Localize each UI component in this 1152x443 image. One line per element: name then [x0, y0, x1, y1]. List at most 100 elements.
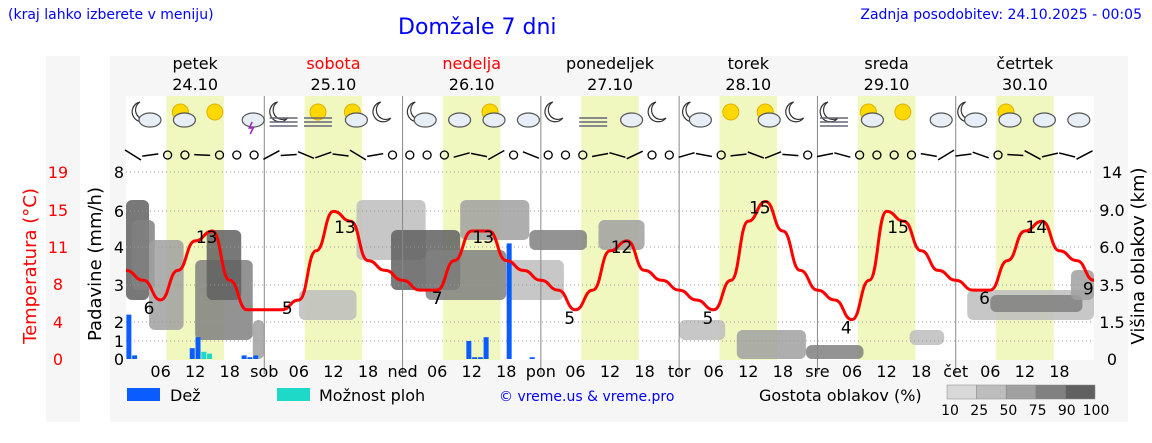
- wind-barb: [782, 153, 799, 157]
- last-updated: Zadnja posodobitev: 24.10.2025 - 00:05: [860, 7, 1142, 23]
- x-tick-label: 12: [738, 362, 758, 381]
- density-swatch: [1035, 384, 1066, 400]
- wind-calm-marker: [508, 150, 519, 160]
- wind-barb: [263, 150, 280, 160]
- sun-cloud-icon: [171, 103, 196, 128]
- wind-barb: [920, 152, 937, 158]
- rain-bar: [477, 357, 483, 359]
- wind-barb: [332, 153, 349, 157]
- legend-rain-label: Dež: [170, 386, 201, 405]
- wind-barb: [1059, 152, 1076, 158]
- page-title: Domžale 7 dni: [398, 15, 557, 40]
- temperature-label: 4: [841, 319, 852, 339]
- temperature-label: 6: [144, 299, 155, 319]
- shower-bar: [201, 351, 207, 359]
- wind-calm-marker: [803, 150, 813, 160]
- moon-cloud-icon: [131, 101, 162, 128]
- sun-cloud-icon: [756, 103, 781, 128]
- fog-icon: [579, 117, 608, 127]
- temperature-line: [125, 200, 1095, 322]
- density-level-label: 10: [941, 403, 959, 419]
- wind-barb: [834, 152, 851, 158]
- wind-barb: [1024, 150, 1041, 160]
- wind-barb: [764, 151, 782, 159]
- wind-calm-marker: [647, 150, 657, 160]
- cloud-height-tick-label: 1.5: [1099, 313, 1124, 332]
- moon-icon: [647, 101, 667, 123]
- x-tick-label: 12: [600, 362, 620, 381]
- x-tick-label: 18: [773, 362, 793, 381]
- day-name: torek: [728, 54, 770, 73]
- legend-cloud-density-label: Gostota oblakov (%): [759, 386, 922, 405]
- rain-bar: [132, 355, 138, 359]
- x-tick-label: 18: [1049, 362, 1069, 381]
- cloud-height-axis-label: Višina oblakov (km): [1128, 167, 1149, 344]
- precip-tick-label: 1: [114, 332, 124, 351]
- wind-barb: [280, 153, 297, 157]
- cloud-height-tick-label: 14: [1102, 163, 1122, 182]
- wind-barb: [816, 152, 834, 158]
- sun-cloud-icon: [859, 103, 885, 128]
- temp-tick-label: 8: [53, 275, 63, 294]
- wind-barb: [730, 153, 747, 157]
- rain-bar: [241, 355, 247, 359]
- region-hint: (kraj lahko izberete v meniju): [8, 7, 214, 23]
- wind-calm-marker: [854, 150, 865, 160]
- moon-icon: [544, 101, 564, 123]
- temperature-axis-label: Temperatura (°C): [20, 188, 41, 345]
- day-date: 24.10: [172, 75, 218, 94]
- wind-calm-marker: [889, 150, 899, 160]
- rain-bar: [247, 357, 253, 359]
- wind-calm-marker: [560, 150, 571, 160]
- storm-icon: [241, 112, 265, 135]
- x-tick-label: 12: [323, 362, 343, 381]
- day-name: četrtek: [996, 54, 1054, 73]
- moon-cloud-icon: [957, 101, 988, 128]
- cloud-icon: [619, 112, 644, 128]
- moon-icon: [785, 101, 805, 123]
- wind-barb: [937, 149, 955, 161]
- temperature-label: 7: [432, 289, 443, 309]
- x-tick-label: 06: [565, 362, 585, 381]
- day-name: ponedeljek: [566, 54, 655, 73]
- sun-cloud-icon: [481, 103, 506, 128]
- x-tick-label: 06: [150, 362, 170, 381]
- wind-calm-marker: [543, 150, 553, 160]
- x-tick-label: 18: [496, 362, 516, 381]
- rain-bar: [529, 357, 535, 359]
- x-tick-label: čet: [943, 362, 968, 381]
- day-name: sreda: [864, 54, 908, 73]
- cloud-icon: [1067, 112, 1091, 128]
- wind-barb: [609, 151, 626, 159]
- cloud-icon: [516, 112, 541, 128]
- sun-icon: [206, 103, 224, 121]
- sun-icon: [722, 103, 740, 121]
- cloud-height-tick-label: 0: [1107, 350, 1117, 369]
- precip-tick-label: 0: [114, 350, 124, 369]
- temperature-label: 5: [564, 309, 575, 329]
- day-name: petek: [172, 54, 218, 73]
- moon-fog-icon: [269, 101, 298, 127]
- wind-barb: [487, 149, 505, 161]
- wind-calm-marker: [906, 150, 917, 160]
- temperature-label: 15: [887, 218, 909, 238]
- wind-calm-marker: [214, 150, 225, 160]
- x-tick-label: 18: [358, 362, 378, 381]
- wind-barb: [124, 149, 142, 161]
- cloud-icon: [929, 112, 953, 128]
- moon-cloud-icon: [682, 101, 713, 128]
- precip-tick-label: 2: [114, 313, 124, 332]
- rain-bar: [126, 314, 132, 359]
- wind-calm-marker: [387, 150, 398, 160]
- x-tick-label: 06: [842, 362, 862, 381]
- x-tick-label: 12: [1015, 362, 1035, 381]
- x-tick-label: 06: [980, 362, 1000, 381]
- daylight-band: [857, 96, 916, 360]
- density-swatch: [1065, 384, 1096, 400]
- wind-barb: [678, 151, 695, 159]
- wind-calm-marker: [422, 150, 432, 160]
- density-level-label: 75: [1029, 403, 1047, 419]
- moon-icon: [372, 101, 392, 123]
- rain-cloud-icon: [448, 112, 472, 128]
- x-tick-label: sob: [250, 362, 278, 381]
